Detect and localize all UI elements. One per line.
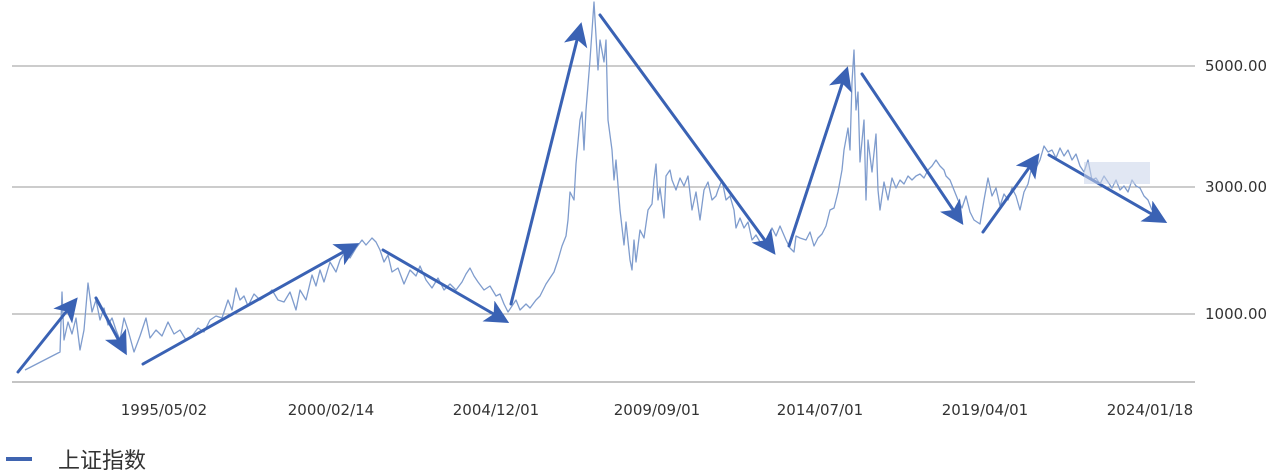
trend-arrow-down-1 (94, 296, 127, 356)
x-tick-2004: 2004/12/01 (452, 401, 540, 419)
x-tick-2019: 2019/04/01 (941, 401, 1029, 419)
trend-arrows (16, 13, 1168, 374)
trend-arrow-up-2 (141, 243, 360, 366)
series-line-shanghai-composite (24, 1, 1153, 371)
x-tick-2024: 2024/01/18 (1106, 401, 1194, 419)
trend-arrow-up-5 (981, 153, 1040, 234)
gridlines (12, 65, 1195, 383)
trend-arrow-up-4 (787, 66, 852, 248)
blurred-overlay (1084, 162, 1150, 184)
y-tick-1000: 1000.00 (1205, 305, 1268, 323)
x-tick-2009: 2009/09/01 (613, 401, 701, 419)
legend-label: 上证指数 (58, 449, 147, 474)
legend-swatch-shanghai-composite (6, 457, 32, 461)
x-tick-1995: 1995/05/02 (120, 401, 208, 419)
y-tick-5000: 5000.00 (1205, 57, 1268, 75)
x-tick-2014: 2014/07/01 (776, 401, 864, 419)
trend-arrow-down-4 (860, 72, 964, 225)
trend-arrow-up-3 (509, 22, 588, 306)
y-tick-3000: 3000.00 (1205, 178, 1268, 196)
trend-arrow-down-3 (598, 13, 776, 255)
x-tick-2000: 2000/02/14 (287, 401, 375, 419)
trend-arrow-down-2 (381, 248, 510, 324)
legend: 上证指数 (6, 443, 146, 475)
trend-arrow-down-5 (1047, 153, 1168, 223)
trend-arrow-up-1 (16, 297, 78, 374)
